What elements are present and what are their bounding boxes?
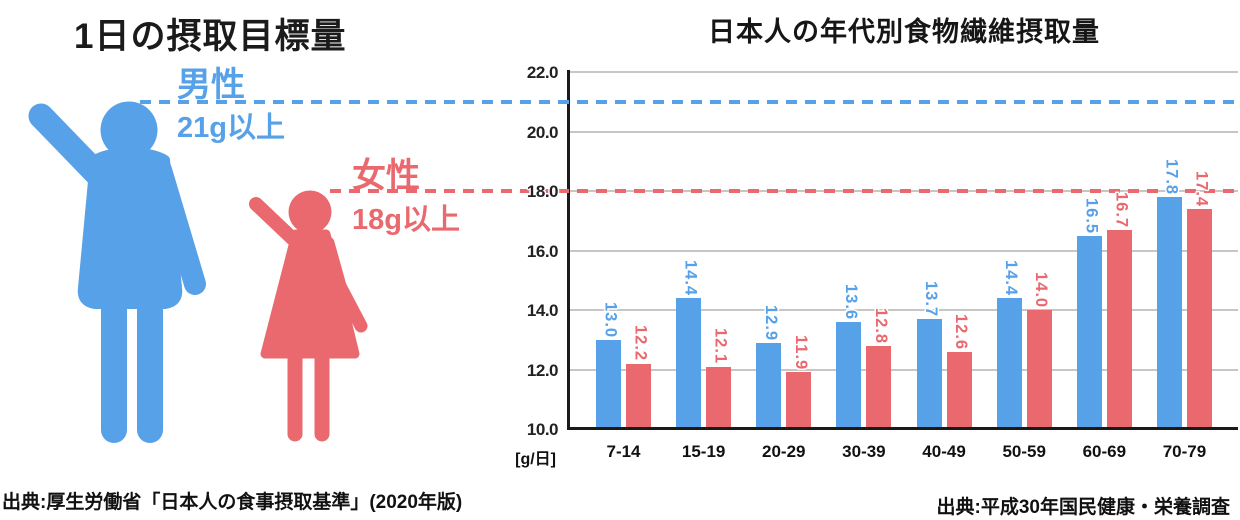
male-target-line xyxy=(140,99,1240,104)
bar-30-39-女性 xyxy=(866,345,892,429)
left-panel-title: 1日の摂取目標量 xyxy=(74,17,347,56)
bar-value-label: 14.0 xyxy=(1032,271,1051,308)
bar-value-label: 12.9 xyxy=(761,304,780,341)
bar-60-69-女性 xyxy=(1106,229,1132,429)
y-axis-ticks: 22.0 20.0 18.0 16.0 14.0 12.0 10.0 xyxy=(496,63,559,439)
x-axis-label: 30-39 xyxy=(842,442,886,461)
y-axis-tick-label: 10.0 xyxy=(526,420,559,439)
bar-20-29-男性 xyxy=(756,342,782,429)
x-axis-label: 70-79 xyxy=(1162,442,1207,461)
bar-value-label: 13.7 xyxy=(922,280,941,317)
y-axis-line xyxy=(567,70,570,430)
bar-value-label: 13.6 xyxy=(841,283,860,320)
x-axis-line xyxy=(567,427,1238,430)
source-left: 出典:厚生労働省「日本人の食事摂取基準」(2020年版) xyxy=(2,492,463,513)
bar-40-49-男性 xyxy=(916,318,942,429)
x-axis-labels: 7-14 15-19 20-29 30-39 40-49 50-59 60-69 70-79 xyxy=(570,442,1238,466)
male-target-value: 21g以上 xyxy=(177,112,285,144)
y-axis-tick-label: 12.0 xyxy=(526,360,559,380)
bar-value-label: 13.0 xyxy=(601,301,620,338)
x-axis-label: 20-29 xyxy=(762,442,806,461)
gridline xyxy=(570,309,1238,311)
bar-value-label: 17.4 xyxy=(1192,170,1211,207)
bar-value-label: 12.2 xyxy=(631,325,650,362)
female-figure-shape xyxy=(249,190,368,442)
x-axis-label: 15-19 xyxy=(681,442,726,461)
bar-15-19-男性 xyxy=(676,298,702,429)
source-right: 出典:平成30年国民健康・栄養調査 xyxy=(936,497,1230,518)
bar-value-label: 16.7 xyxy=(1112,191,1131,228)
female-label: 女性 xyxy=(352,157,420,195)
gridline xyxy=(570,130,1238,133)
gridline xyxy=(570,368,1238,371)
male-label: 男性 xyxy=(177,66,245,104)
female-target-line xyxy=(330,189,1240,193)
y-axis-tick-label: 16.0 xyxy=(526,241,559,261)
bar-value-label: 12.1 xyxy=(711,328,730,365)
bar-50-59-女性 xyxy=(1026,310,1052,429)
y-axis-tick-label: 18.0 xyxy=(526,182,559,201)
bar-7-14-女性 xyxy=(626,363,651,429)
bar-50-59-男性 xyxy=(996,298,1022,429)
female-target-value: 18g以上 xyxy=(352,204,460,236)
gridline xyxy=(570,71,1238,73)
bar-15-19-女性 xyxy=(706,366,732,429)
bar-value-label: 12.8 xyxy=(871,307,890,344)
x-axis-label: 7-14 xyxy=(606,442,641,461)
male-figure xyxy=(28,101,206,443)
x-axis-label: 50-59 xyxy=(1002,442,1046,461)
bar-70-79-女性 xyxy=(1186,208,1212,429)
bar-value-label: 14.4 xyxy=(1002,259,1021,297)
bar-60-69-男性 xyxy=(1076,235,1102,429)
bar-7-14-男性 xyxy=(596,339,621,429)
bar-value-label: 17.8 xyxy=(1162,158,1181,195)
female-figure xyxy=(249,190,368,442)
chart-plot: 13.0 12.2 14.4 12.1 12.9 11.9 13.6 12.8 13.7 12.6… xyxy=(570,71,1238,429)
bar-20-29-女性 xyxy=(786,372,812,429)
gridline xyxy=(570,249,1238,252)
bar-value-label: 11.9 xyxy=(791,335,810,371)
y-axis-tick-label: 20.0 xyxy=(526,122,559,142)
x-axis-label: 60-69 xyxy=(1082,442,1127,461)
bar-value-label: 14.4 xyxy=(681,259,700,297)
bar-30-39-男性 xyxy=(836,321,862,429)
y-axis-tick-label: 14.0 xyxy=(526,301,559,320)
bar-value-label: 16.5 xyxy=(1082,197,1101,234)
male-figure-shape xyxy=(28,101,206,443)
bar-40-49-女性 xyxy=(946,351,972,429)
x-axis-label: 40-49 xyxy=(922,442,966,461)
bar-value-label: 12.6 xyxy=(952,313,971,350)
chart-title: 日本人の年代別食物繊維摂取量 xyxy=(708,17,1100,47)
bar-70-79-男性 xyxy=(1156,196,1182,429)
y-axis-tick-label: 22.0 xyxy=(526,63,559,82)
y-axis-unit-label: [g/日] xyxy=(515,451,556,468)
